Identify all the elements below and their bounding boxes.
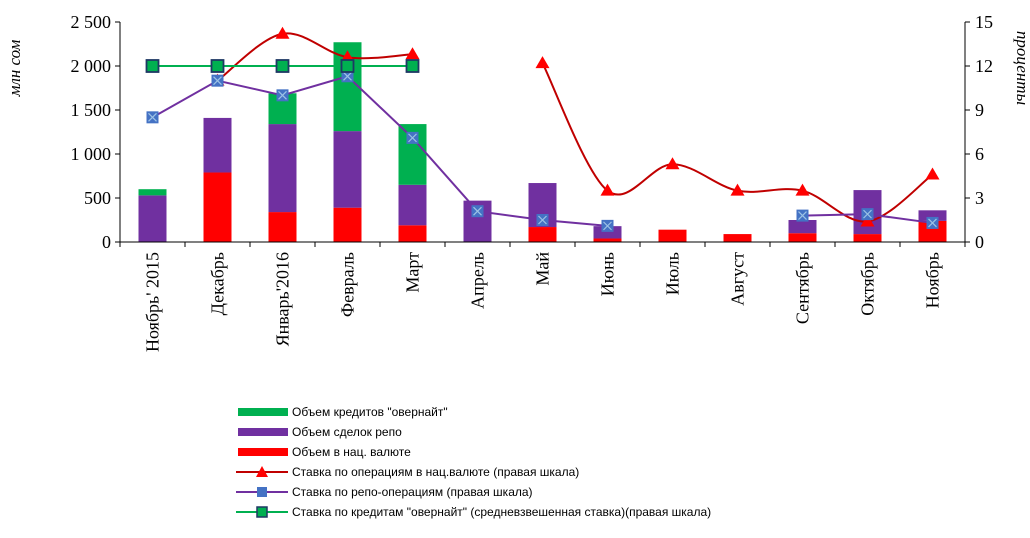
data-point-marker bbox=[275, 26, 290, 39]
series-line bbox=[152, 75, 608, 227]
legend-item-repo-rate: Ставка по репо-операциям (правая шкала) bbox=[236, 482, 711, 502]
bar-segment bbox=[593, 238, 622, 242]
bar-segment bbox=[398, 225, 427, 242]
legend-label: Ставка по репо-операциям (правая шкала) bbox=[292, 485, 533, 499]
y-right-tick-label: 0 bbox=[975, 232, 984, 252]
data-point-marker bbox=[210, 59, 225, 73]
y-left-tick-label: 500 bbox=[84, 188, 111, 208]
legend-label: Объем в нац. валюте bbox=[292, 445, 411, 459]
x-tick-label: Февраль bbox=[338, 252, 358, 317]
y-left-tick-label: 2 500 bbox=[71, 12, 112, 32]
legend-swatch-green bbox=[236, 405, 288, 419]
bar-segment bbox=[528, 227, 557, 242]
x-tick-label: Июль bbox=[663, 252, 683, 295]
legend-item-national-currency-volume: Объем в нац. валюте bbox=[236, 442, 711, 462]
bar-segment bbox=[593, 226, 622, 239]
data-point-marker bbox=[145, 59, 160, 73]
data-point-cross bbox=[343, 71, 352, 81]
bar-segment bbox=[398, 184, 427, 226]
data-point-cross bbox=[213, 76, 222, 86]
legend-line-purple-square bbox=[236, 485, 288, 499]
bar-segment bbox=[333, 207, 362, 242]
x-tick-label: Сентябрь bbox=[793, 252, 813, 324]
y-axis-left-title: млн сом bbox=[5, 39, 24, 97]
data-point-marker bbox=[665, 157, 680, 170]
bar-segment bbox=[268, 212, 297, 242]
data-point-marker bbox=[600, 183, 615, 196]
x-tick-label: Ноябрь bbox=[923, 252, 943, 308]
legend-item-overnight-volume: Объем кредитов "овернайт" bbox=[236, 402, 711, 422]
bar-segment bbox=[658, 229, 687, 242]
bar-segment bbox=[138, 195, 167, 242]
data-point-cross bbox=[603, 221, 612, 231]
x-tick-label: Декабрь bbox=[208, 252, 228, 315]
bar-segment bbox=[138, 189, 167, 196]
data-point-marker bbox=[925, 167, 940, 180]
data-point-marker bbox=[405, 59, 420, 73]
x-tick-label: Август bbox=[728, 252, 748, 306]
data-point-cross bbox=[148, 112, 157, 122]
data-point-marker bbox=[860, 214, 875, 227]
data-point-cross bbox=[928, 218, 937, 228]
data-point-cross bbox=[863, 209, 872, 219]
data-point-cross bbox=[278, 90, 287, 100]
legend-label: Ставка по операциям в нац.валюте (правая… bbox=[292, 465, 580, 479]
y-left-tick-label: 0 bbox=[102, 232, 111, 252]
y-right-tick-label: 15 bbox=[975, 12, 993, 32]
y-right-tick-label: 6 bbox=[975, 144, 984, 164]
data-point-marker bbox=[405, 47, 420, 60]
y-left-tick-label: 1 000 bbox=[71, 144, 112, 164]
bar-segment bbox=[723, 234, 752, 242]
x-tick-label: Июнь bbox=[598, 252, 618, 296]
legend-label: Ставка по кредитам "овернайт" (средневзв… bbox=[292, 505, 712, 519]
bar-segment bbox=[918, 220, 947, 242]
bar-segment bbox=[333, 131, 362, 208]
bar-segment bbox=[853, 234, 882, 242]
data-point-marker bbox=[535, 56, 550, 69]
x-tick-label: Май bbox=[533, 252, 553, 286]
bar-segment bbox=[788, 220, 817, 234]
y-right-tick-label: 12 bbox=[975, 56, 993, 76]
legend-label: Объем кредитов "овернайт" bbox=[292, 405, 448, 419]
legend-item-repo-volume: Объем сделок репо bbox=[236, 422, 711, 442]
data-point-marker bbox=[795, 183, 810, 196]
data-point-cross bbox=[798, 211, 807, 221]
y-right-tick-label: 3 bbox=[975, 188, 984, 208]
x-tick-label: Январь'2016 bbox=[273, 252, 293, 346]
legend-item-national-currency-rate: Ставка по операциям в нац.валюте (правая… bbox=[236, 462, 711, 482]
x-tick-label: Март bbox=[403, 252, 423, 293]
legend-swatch-red bbox=[236, 445, 288, 459]
bar-segment bbox=[203, 117, 232, 173]
bar-segment bbox=[268, 124, 297, 213]
data-point-marker bbox=[730, 183, 745, 196]
axes-layer: 0 500 1 000 1 500 2 000 2 500 0 3 6 9 12 15 Ноябрь' … bbox=[71, 12, 994, 352]
legend-label: Объем сделок репо bbox=[292, 425, 402, 439]
data-point-marker bbox=[275, 59, 290, 73]
x-tick-label: Ноябрь' 2015 bbox=[143, 252, 163, 352]
bar-segment bbox=[918, 210, 947, 221]
x-tick-label: Октябрь bbox=[858, 252, 878, 316]
y-left-tick-label: 1 500 bbox=[71, 100, 112, 120]
lines-layer bbox=[145, 26, 940, 232]
legend-swatch-purple bbox=[236, 425, 288, 439]
data-point-cross bbox=[408, 133, 417, 143]
series-line bbox=[216, 32, 413, 82]
data-point-cross bbox=[538, 215, 547, 225]
y-axis-right-title: проценты bbox=[1013, 31, 1030, 105]
legend-item-overnight-rate: Ставка по кредитам "овернайт" (средневзв… bbox=[236, 502, 711, 522]
bars-layer bbox=[138, 42, 947, 242]
bar-segment bbox=[203, 172, 232, 242]
y-right-tick-label: 9 bbox=[975, 100, 984, 120]
bar-segment bbox=[788, 233, 817, 242]
legend-line-green-square bbox=[236, 505, 288, 519]
legend-line-red-triangle bbox=[236, 465, 288, 479]
data-point-marker bbox=[340, 59, 355, 73]
legend: Объем кредитов "овернайт" Объем сделок р… bbox=[236, 402, 711, 522]
y-left-tick-label: 2 000 bbox=[71, 56, 112, 76]
data-point-cross bbox=[473, 206, 482, 216]
chart-canvas: 0 500 1 000 1 500 2 000 2 500 0 3 6 9 12 15 Ноябрь' … bbox=[5, 12, 1030, 352]
x-tick-label: Апрель bbox=[468, 252, 488, 309]
